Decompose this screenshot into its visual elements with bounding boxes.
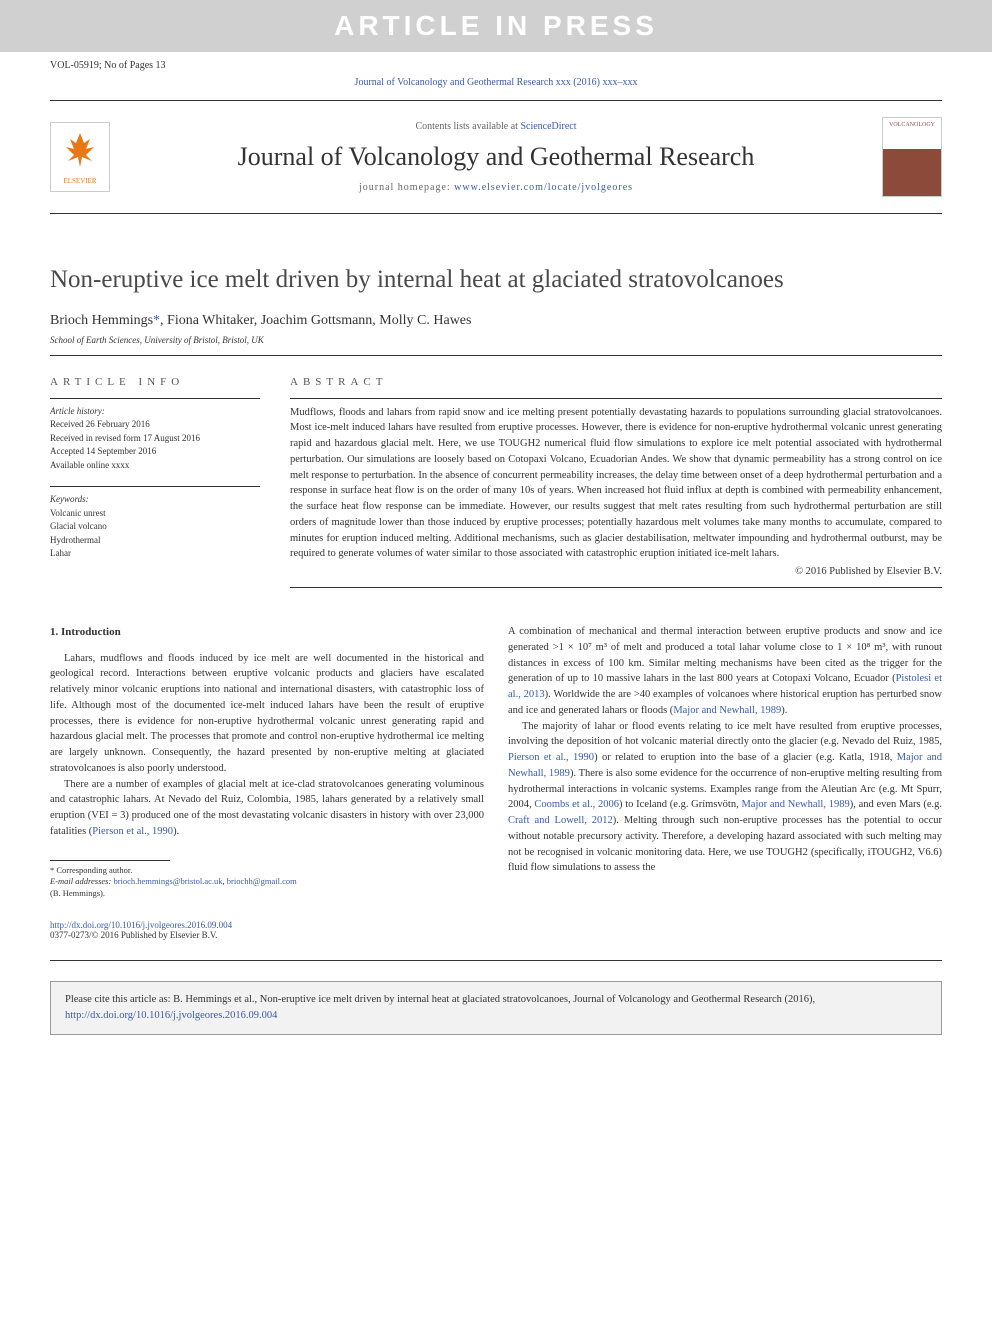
keyword-3: Hydrothermal [50,534,260,548]
c2p2-a: The majority of lahar or flood events re… [508,721,942,748]
title-rule [50,355,942,356]
footnote-name: (B. Hemmings). [50,888,484,900]
body-column-right: A combination of mechanical and thermal … [508,624,942,900]
footnote-rule [50,860,170,861]
intro-para-1: Lahars, mudflows and floods induced by i… [50,651,484,777]
header-line: VOL-05919; No of Pages 13 [0,52,992,73]
corresponding-mark[interactable]: * [153,313,160,328]
online-date: Available online xxxx [50,459,260,473]
email-1[interactable]: brioch.hemmings@bristol.ac.uk [113,876,222,886]
c2p1-c: ). [781,705,787,716]
ref-major-newhall-1989a[interactable]: Major and Newhall, 1989 [673,705,781,716]
elsevier-logo[interactable]: ELSEVIER [50,122,110,192]
accepted-date: Accepted 14 September 2016 [50,445,260,459]
citebox-text: Please cite this article as: B. Hemmings… [65,994,815,1005]
email-label: E-mail addresses: [50,876,111,886]
citation-line: Journal of Volcanology and Geothermal Re… [0,73,992,100]
body-columns: 1. Introduction Lahars, mudflows and flo… [50,624,942,900]
article-in-press-banner: ARTICLE IN PRESS [0,0,992,52]
ref-major-newhall-1989c[interactable]: Major and Newhall, 1989 [741,799,849,810]
ref-craft-lowell-2012[interactable]: Craft and Lowell, 2012 [508,815,613,826]
homepage-prefix: journal homepage: [359,182,454,193]
c2p2-d: ) to Iceland (e.g. Grímsvötn, [619,799,741,810]
ref-pierson-1990b[interactable]: Pierson et al., 1990 [508,752,594,763]
corresponding-author-label: * Corresponding author. [50,865,484,877]
issn-line: 0377-0273/© 2016 Published by Elsevier B… [50,930,942,940]
info-rule-1 [50,398,260,399]
journal-cover-thumbnail[interactable]: VOLCANOLOGY [882,117,942,197]
homepage-line: journal homepage: www.elsevier.com/locat… [130,182,862,193]
sciencedirect-link[interactable]: ScienceDirect [520,121,576,132]
elsevier-tree-icon [62,129,98,177]
received-date: Received 26 February 2016 [50,418,260,432]
c2p2-b: ) or related to eruption into the base o… [594,752,897,763]
model-id: VOL-05919; No of Pages 13 [50,60,166,71]
section-1-heading: 1. Introduction [50,624,484,641]
homepage-link[interactable]: www.elsevier.com/locate/jvolgeores [454,182,633,193]
elsevier-label: ELSEVIER [63,177,96,185]
article-title: Non-eruptive ice melt driven by internal… [50,264,942,297]
intro-para-2: There are a number of examples of glacia… [50,777,484,840]
doi-block: http://dx.doi.org/10.1016/j.jvolgeores.2… [50,920,942,940]
email-line: E-mail addresses: brioch.hemmings@bristo… [50,876,484,888]
info-rule-2 [50,486,260,487]
article-info-column: article info Article history: Received 2… [50,376,260,595]
abstract-copyright: © 2016 Published by Elsevier B.V. [290,566,942,577]
contents-prefix: Contents lists available at [415,121,520,132]
author-first: Brioch Hemmings [50,313,153,328]
email-2[interactable]: briochh@gmail.com [227,876,297,886]
abstract-rule [290,398,942,399]
c2p2-e: ), and even Mars (e.g. [850,799,942,810]
abstract-text: Mudflows, floods and lahars from rapid s… [290,405,942,563]
col2-para-1: A combination of mechanical and thermal … [508,624,942,719]
doi-link[interactable]: http://dx.doi.org/10.1016/j.jvolgeores.2… [50,920,232,930]
ref-pierson-1990[interactable]: Pierson et al., 1990 [92,826,173,837]
cite-this-article-box: Please cite this article as: B. Hemmings… [50,981,942,1035]
contents-available-line: Contents lists available at ScienceDirec… [130,121,862,132]
keywords-block: Keywords: Volcanic unrest Glacial volcan… [50,493,260,561]
footer-rule [50,960,942,961]
abstract-column: abstract Mudflows, floods and lahars fro… [290,376,942,595]
keywords-label: Keywords: [50,493,260,507]
affiliation: School of Earth Sciences, University of … [50,335,942,345]
article-info-heading: article info [50,376,260,388]
para2-text-b: ). [173,826,179,837]
body-column-left: 1. Introduction Lahars, mudflows and flo… [50,624,484,900]
revised-date: Received in revised form 17 August 2016 [50,432,260,446]
c2p1-a: A combination of mechanical and thermal … [508,626,942,684]
journal-header-center: Contents lists available at ScienceDirec… [130,121,862,193]
info-abstract-row: article info Article history: Received 2… [50,376,942,595]
article-history-label: Article history: [50,405,260,419]
keyword-4: Lahar [50,547,260,561]
authors-line: Brioch Hemmings*, Fiona Whitaker, Joachi… [50,313,942,329]
keyword-1: Volcanic unrest [50,507,260,521]
abstract-heading: abstract [290,376,942,388]
abstract-rule-bottom [290,587,942,588]
journal-header: ELSEVIER Contents lists available at Sci… [0,101,992,213]
keyword-2: Glacial volcano [50,520,260,534]
article-history-block: Article history: Received 26 February 20… [50,405,260,473]
main-content: Non-eruptive ice melt driven by internal… [0,214,992,960]
col2-para-2: The majority of lahar or flood events re… [508,719,942,877]
citebox-doi-link[interactable]: http://dx.doi.org/10.1016/j.jvolgeores.2… [65,1010,277,1021]
authors-rest: , Fiona Whitaker, Joachim Gottsmann, Mol… [160,313,471,328]
footnote-block: * Corresponding author. E-mail addresses… [50,865,484,901]
ref-coombs-2006[interactable]: Coombs et al., 2006 [534,799,619,810]
journal-title: Journal of Volcanology and Geothermal Re… [130,142,862,172]
